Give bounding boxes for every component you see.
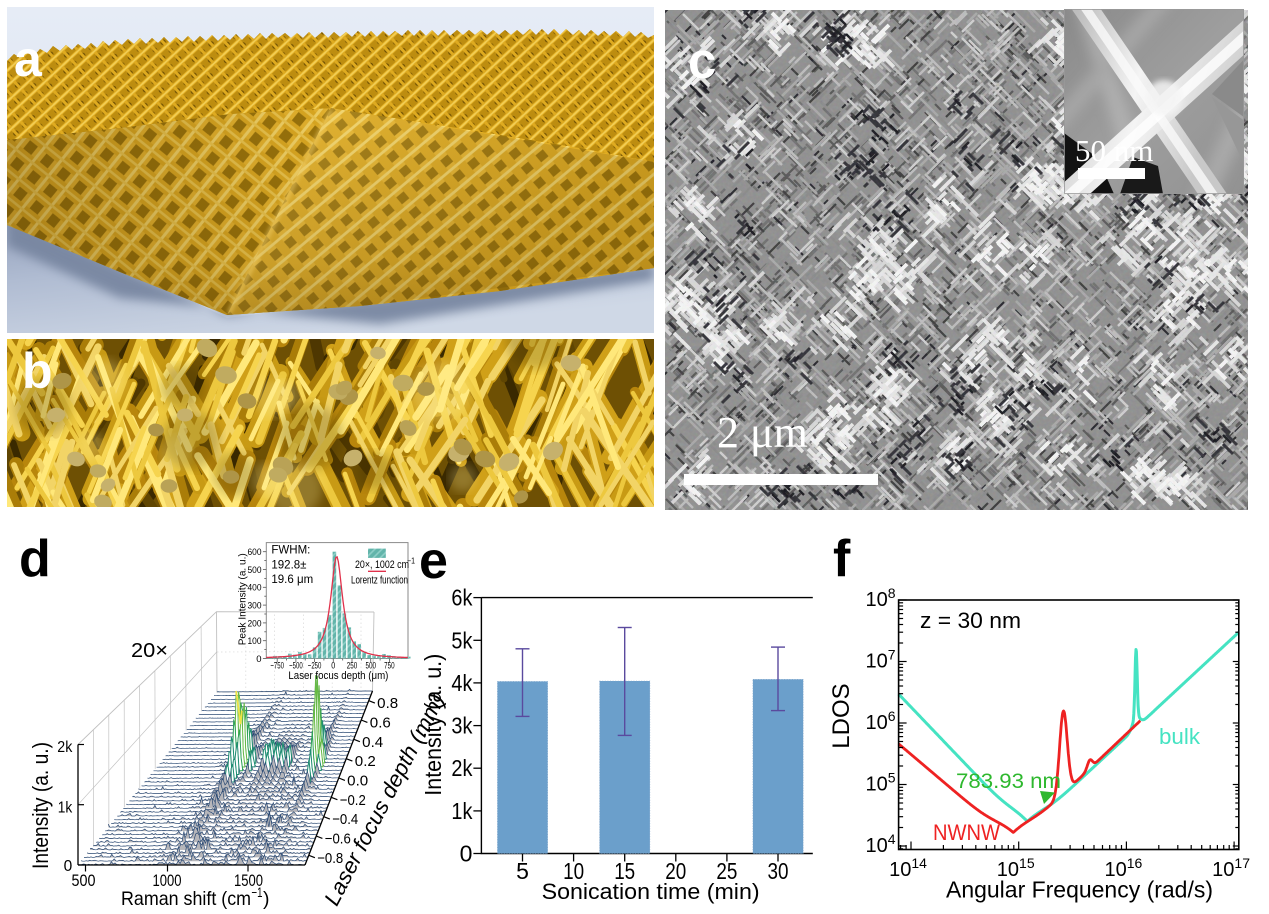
- svg-text:Laser focus depth (μm): Laser focus depth (μm): [288, 670, 388, 682]
- svg-text:0.6: 0.6: [370, 715, 391, 732]
- svg-text:1k: 1k: [451, 798, 472, 824]
- svg-text:−500: −500: [289, 660, 303, 671]
- svg-text:10: 10: [563, 858, 584, 884]
- svg-text:2 μm: 2 μm: [717, 408, 808, 457]
- svg-text:Angular Frequency (rad/s): Angular Frequency (rad/s): [946, 877, 1213, 903]
- svg-text:LDOS: LDOS: [828, 683, 855, 748]
- svg-text:1000: 1000: [153, 872, 182, 890]
- svg-text:0: 0: [460, 841, 473, 867]
- svg-text:400: 400: [248, 583, 262, 594]
- svg-text:0.4: 0.4: [362, 734, 383, 751]
- svg-text:d: d: [19, 530, 51, 588]
- svg-text:−0.2: −0.2: [340, 792, 366, 809]
- svg-text:100: 100: [248, 636, 262, 647]
- svg-text:Peak Intensity (a. u.): Peak Intensity (a. u.): [237, 553, 249, 645]
- svg-text:0: 0: [331, 660, 335, 671]
- svg-text:0.8: 0.8: [377, 695, 398, 712]
- svg-text:4k: 4k: [451, 670, 472, 696]
- svg-text:600: 600: [248, 547, 262, 558]
- svg-text:2k: 2k: [451, 755, 472, 781]
- svg-text:19.6 μm: 19.6 μm: [271, 574, 313, 586]
- svg-text:FWHM:: FWHM:: [271, 545, 310, 557]
- svg-text:−250: −250: [308, 660, 322, 671]
- svg-text:Intensity (a. u.): Intensity (a. u.): [28, 742, 53, 869]
- svg-text:107: 107: [866, 647, 896, 673]
- svg-text:−0.8: −0.8: [317, 850, 343, 867]
- svg-text:1k: 1k: [58, 800, 73, 817]
- svg-text:108: 108: [866, 585, 896, 611]
- svg-text:−0.4: −0.4: [332, 811, 358, 828]
- svg-text:104: 104: [866, 831, 896, 857]
- svg-text:−1: −1: [407, 557, 415, 566]
- svg-text:500: 500: [72, 872, 96, 890]
- svg-text:50 nm: 50 nm: [1075, 133, 1153, 168]
- svg-text:Intensity (a. u.): Intensity (a. u.): [420, 654, 446, 796]
- svg-text:−1: −1: [252, 885, 263, 900]
- svg-text:25: 25: [716, 858, 737, 884]
- svg-text:15: 15: [614, 858, 635, 884]
- svg-text:−750: −750: [270, 660, 284, 671]
- svg-text:e: e: [419, 532, 448, 590]
- svg-text:250: 250: [347, 660, 358, 671]
- svg-text:Lorentz function: Lorentz function: [351, 574, 408, 586]
- svg-text:z = 30 nm: z = 30 nm: [920, 608, 1021, 633]
- svg-text:500: 500: [365, 660, 376, 671]
- svg-text:0.0: 0.0: [347, 773, 368, 790]
- svg-text:1014: 1014: [889, 855, 927, 881]
- svg-text:2k: 2k: [57, 739, 72, 756]
- svg-text:): ): [263, 888, 270, 910]
- svg-text:500: 500: [248, 565, 262, 576]
- svg-text:0.2: 0.2: [355, 753, 376, 770]
- svg-text:0: 0: [256, 654, 261, 665]
- svg-text:c: c: [688, 32, 716, 89]
- svg-text:0: 0: [64, 858, 73, 875]
- svg-text:105: 105: [866, 770, 896, 796]
- svg-text:192.8±: 192.8±: [271, 559, 306, 571]
- svg-text:b: b: [22, 343, 53, 399]
- svg-text:NWNW: NWNW: [933, 820, 1000, 845]
- svg-text:300: 300: [248, 601, 262, 612]
- svg-text:1015: 1015: [997, 855, 1035, 881]
- svg-text:bulk: bulk: [1159, 724, 1201, 749]
- svg-text:5k: 5k: [451, 627, 472, 653]
- svg-text:20×, 1002 cm: 20×, 1002 cm: [355, 559, 409, 571]
- svg-text:3k: 3k: [451, 713, 472, 739]
- svg-text:f: f: [833, 530, 851, 588]
- svg-text:5: 5: [516, 858, 529, 884]
- svg-text:750: 750: [384, 660, 395, 671]
- svg-text:20×: 20×: [131, 640, 168, 662]
- svg-text:106: 106: [866, 708, 896, 734]
- svg-text:20: 20: [665, 858, 686, 884]
- svg-text:30: 30: [768, 858, 789, 884]
- svg-text:Sonication time (min): Sonication time (min): [542, 879, 760, 904]
- svg-text:1017: 1017: [1212, 855, 1250, 881]
- svg-text:a: a: [14, 31, 43, 87]
- svg-text:200: 200: [248, 618, 262, 629]
- svg-text:783.93 nm: 783.93 nm: [956, 770, 1061, 793]
- svg-text:Raman shift (cm: Raman shift (cm: [121, 888, 251, 910]
- svg-text:−0.6: −0.6: [325, 831, 351, 848]
- svg-text:1500: 1500: [234, 872, 263, 890]
- svg-text:6k: 6k: [451, 585, 472, 611]
